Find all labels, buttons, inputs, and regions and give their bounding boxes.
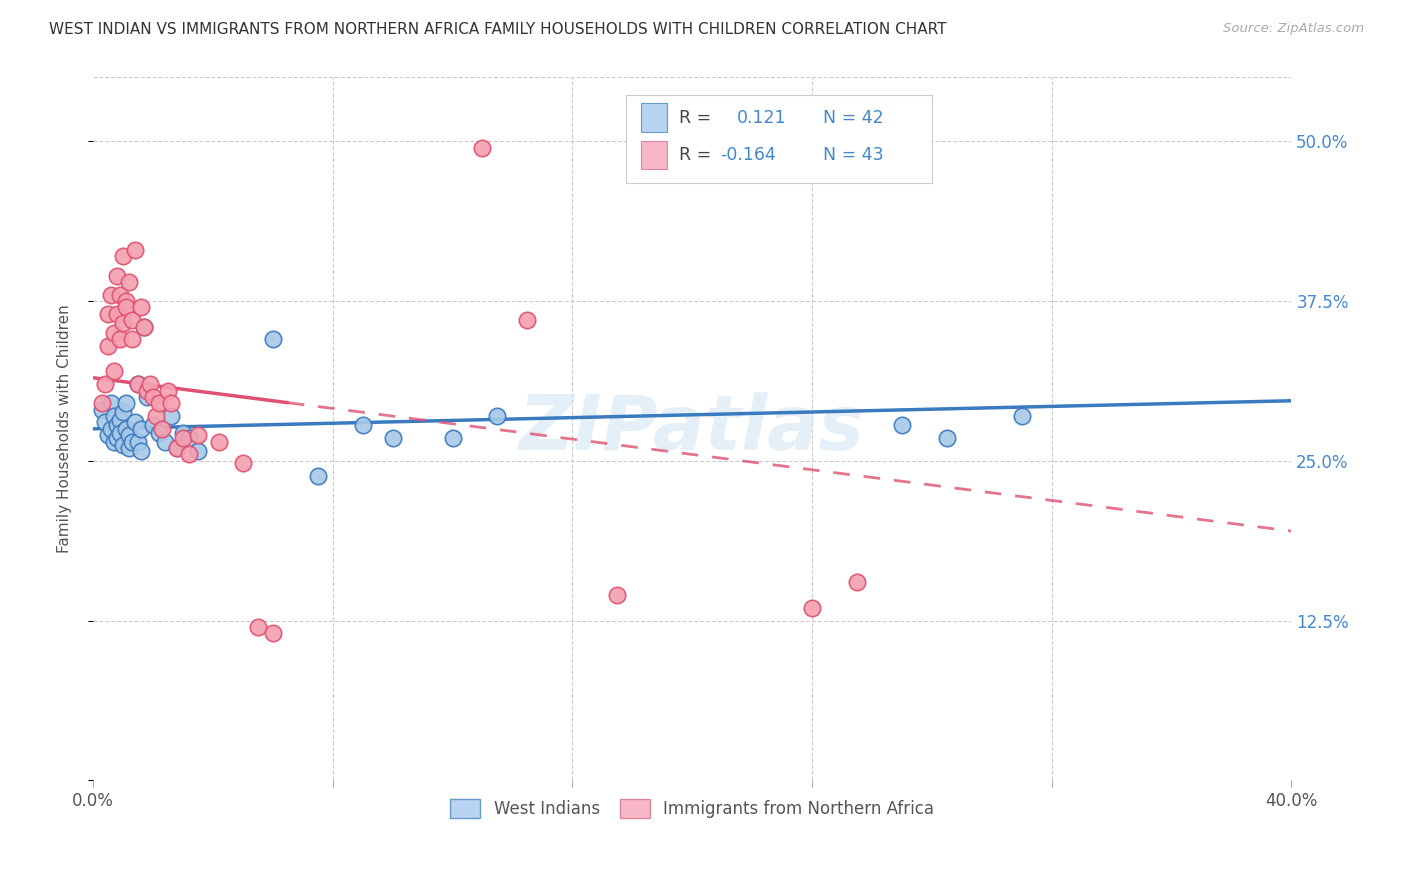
Point xyxy=(516,313,538,327)
Text: N = 43: N = 43 xyxy=(823,145,883,164)
Point xyxy=(118,441,141,455)
FancyBboxPatch shape xyxy=(641,103,666,131)
Point xyxy=(208,434,231,449)
Point xyxy=(103,434,125,449)
Point xyxy=(91,396,114,410)
Point xyxy=(166,441,188,455)
Point xyxy=(148,425,170,440)
Point xyxy=(187,428,209,442)
Point xyxy=(935,431,957,445)
Point xyxy=(121,313,143,327)
Point xyxy=(177,447,200,461)
Point xyxy=(139,377,162,392)
Point xyxy=(142,417,165,432)
Text: Source: ZipAtlas.com: Source: ZipAtlas.com xyxy=(1223,22,1364,36)
Point xyxy=(246,620,269,634)
Point xyxy=(307,469,329,483)
Point xyxy=(115,301,138,315)
Point xyxy=(105,268,128,283)
Point xyxy=(111,316,134,330)
Point xyxy=(118,275,141,289)
Point xyxy=(103,364,125,378)
Point xyxy=(103,326,125,340)
Point xyxy=(471,141,494,155)
Point xyxy=(127,377,149,392)
Point xyxy=(262,626,284,640)
Point xyxy=(94,377,117,392)
Point xyxy=(132,319,155,334)
Point xyxy=(129,422,152,436)
Point xyxy=(142,390,165,404)
Point xyxy=(441,431,464,445)
Point xyxy=(150,422,173,436)
Point xyxy=(108,287,131,301)
Point xyxy=(121,434,143,449)
Point xyxy=(145,409,167,423)
Point xyxy=(160,409,183,423)
Legend: West Indians, Immigrants from Northern Africa: West Indians, Immigrants from Northern A… xyxy=(444,792,941,825)
Point xyxy=(801,600,824,615)
Point xyxy=(127,434,149,449)
Point xyxy=(111,438,134,452)
Point xyxy=(91,402,114,417)
Point xyxy=(132,319,155,334)
Point xyxy=(124,243,146,257)
Point xyxy=(108,425,131,440)
Point xyxy=(118,428,141,442)
Point xyxy=(121,333,143,347)
Point xyxy=(108,333,131,347)
Point xyxy=(160,396,183,410)
Text: ZIPatlas: ZIPatlas xyxy=(519,392,865,466)
Point xyxy=(156,384,179,398)
Point xyxy=(100,396,122,410)
Text: 0.121: 0.121 xyxy=(737,109,786,127)
Point xyxy=(115,396,138,410)
Point xyxy=(100,287,122,301)
Point xyxy=(486,409,509,423)
Point xyxy=(115,294,138,309)
Y-axis label: Family Households with Children: Family Households with Children xyxy=(58,304,72,553)
Point xyxy=(845,575,868,590)
Point xyxy=(1011,409,1033,423)
Point xyxy=(105,431,128,445)
Point xyxy=(108,413,131,427)
Point xyxy=(100,422,122,436)
FancyBboxPatch shape xyxy=(626,95,932,183)
Point xyxy=(153,434,176,449)
Point xyxy=(232,456,254,470)
Point xyxy=(172,425,194,440)
Point xyxy=(111,405,134,419)
Point xyxy=(97,428,120,442)
Point xyxy=(148,396,170,410)
Text: R =: R = xyxy=(679,109,711,127)
Point xyxy=(103,409,125,423)
Point xyxy=(187,443,209,458)
Point xyxy=(97,339,120,353)
Point xyxy=(136,384,159,398)
Point xyxy=(262,333,284,347)
Point xyxy=(606,588,628,602)
Text: -0.164: -0.164 xyxy=(720,145,776,164)
Point xyxy=(97,307,120,321)
Point xyxy=(136,390,159,404)
Point xyxy=(94,416,117,430)
Text: N = 42: N = 42 xyxy=(823,109,883,127)
Point xyxy=(127,377,149,392)
Point xyxy=(129,443,152,458)
Text: R =: R = xyxy=(679,145,711,164)
Point xyxy=(129,301,152,315)
Text: WEST INDIAN VS IMMIGRANTS FROM NORTHERN AFRICA FAMILY HOUSEHOLDS WITH CHILDREN C: WEST INDIAN VS IMMIGRANTS FROM NORTHERN … xyxy=(49,22,946,37)
Point xyxy=(172,431,194,445)
Point xyxy=(124,416,146,430)
Point xyxy=(166,441,188,455)
Point xyxy=(177,431,200,445)
FancyBboxPatch shape xyxy=(641,141,666,169)
Point xyxy=(352,417,374,432)
Point xyxy=(111,249,134,263)
Point xyxy=(105,417,128,432)
Point xyxy=(890,417,912,432)
Point xyxy=(381,431,404,445)
Point xyxy=(105,307,128,321)
Point xyxy=(115,422,138,436)
